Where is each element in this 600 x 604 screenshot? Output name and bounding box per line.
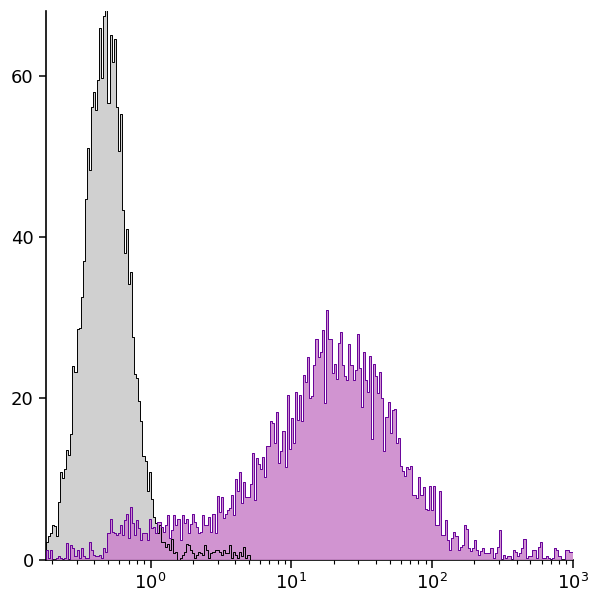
- Polygon shape: [46, 5, 573, 559]
- Polygon shape: [46, 310, 573, 559]
